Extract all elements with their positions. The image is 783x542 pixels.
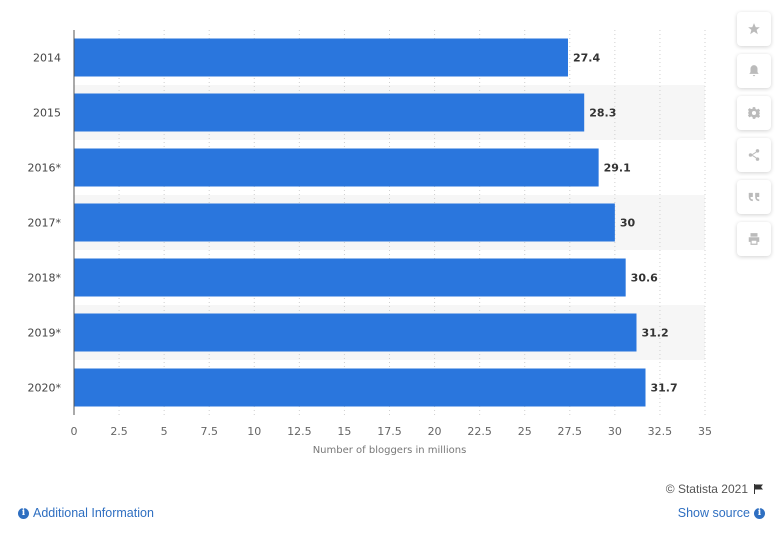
data-label: 29.1 <box>604 162 631 175</box>
bar[interactable] <box>74 313 637 352</box>
category-label: 2016* <box>28 162 62 175</box>
bar[interactable] <box>74 203 615 242</box>
data-labels: 27.4 28.3 29.1 30 30.6 31.2 31.7 <box>573 52 678 395</box>
data-label: 31.2 <box>641 327 668 340</box>
print-icon <box>748 233 760 245</box>
data-label: 27.4 <box>573 52 600 65</box>
x-tick-label: 12.5 <box>287 425 312 438</box>
share-icon <box>748 149 760 161</box>
data-label: 28.3 <box>589 107 616 120</box>
star-icon <box>748 23 760 35</box>
statista-credit: © Statista 2021 <box>666 482 765 496</box>
x-tick-label: 0 <box>71 425 78 438</box>
x-tick-label: 10 <box>247 425 261 438</box>
x-tick-label: 20 <box>428 425 442 438</box>
x-axis-title: Number of bloggers in millions <box>313 445 467 456</box>
quote-icon <box>748 192 760 202</box>
notification-button[interactable] <box>737 54 771 88</box>
x-tick-label: 5 <box>161 425 168 438</box>
x-tick-label: 25 <box>518 425 532 438</box>
print-button[interactable] <box>737 222 771 256</box>
category-label: 2014 <box>33 52 61 65</box>
show-source-link[interactable]: Show source i <box>678 506 765 520</box>
category-label: 2015 <box>33 107 61 120</box>
bar[interactable] <box>74 38 568 77</box>
category-labels: 2014 2015 2016* 2017* 2018* 2019* 2020* <box>28 52 62 395</box>
bar[interactable] <box>74 148 599 187</box>
additional-information-link[interactable]: i Additional Information <box>18 506 154 520</box>
data-label: 31.7 <box>651 382 678 395</box>
flag-icon[interactable] <box>753 483 765 495</box>
cite-button[interactable] <box>737 180 771 214</box>
bar[interactable] <box>74 368 646 407</box>
category-label: 2017* <box>28 217 62 230</box>
x-tick-label: 27.5 <box>558 425 583 438</box>
settings-button[interactable] <box>737 96 771 130</box>
category-label: 2020* <box>28 382 62 395</box>
bars <box>74 38 646 407</box>
additional-information-label: Additional Information <box>33 506 154 520</box>
x-tick-label: 32.5 <box>648 425 673 438</box>
category-label: 2018* <box>28 272 62 285</box>
show-source-label: Show source <box>677 506 750 520</box>
info-icon: i <box>754 507 765 519</box>
x-tick-label: 22.5 <box>467 425 492 438</box>
x-tick-labels: 0 2.5 5 7.5 10 12.5 15 17.5 20 22.5 25 27.5 30 32.5 35 <box>71 425 713 438</box>
credit-text: © Statista 2021 <box>665 482 748 496</box>
gear-icon <box>747 107 761 119</box>
x-tick-label: 2.5 <box>110 425 128 438</box>
category-label: 2019* <box>28 327 62 340</box>
x-tick-label: 7.5 <box>200 425 218 438</box>
bar[interactable] <box>74 93 585 132</box>
data-label: 30 <box>620 217 636 230</box>
chart-toolbar <box>737 12 771 264</box>
x-tick-label: 15 <box>337 425 351 438</box>
favorite-button[interactable] <box>737 12 771 46</box>
x-tick-label: 30 <box>608 425 622 438</box>
x-tick-label: 35 <box>698 425 712 438</box>
info-icon: i <box>18 507 29 519</box>
bell-icon <box>749 65 759 77</box>
share-button[interactable] <box>737 138 771 172</box>
x-tick-label: 17.5 <box>377 425 402 438</box>
data-label: 30.6 <box>631 272 658 285</box>
bar[interactable] <box>74 258 626 297</box>
